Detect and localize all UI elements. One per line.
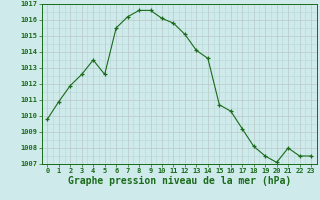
X-axis label: Graphe pression niveau de la mer (hPa): Graphe pression niveau de la mer (hPa) — [68, 176, 291, 186]
